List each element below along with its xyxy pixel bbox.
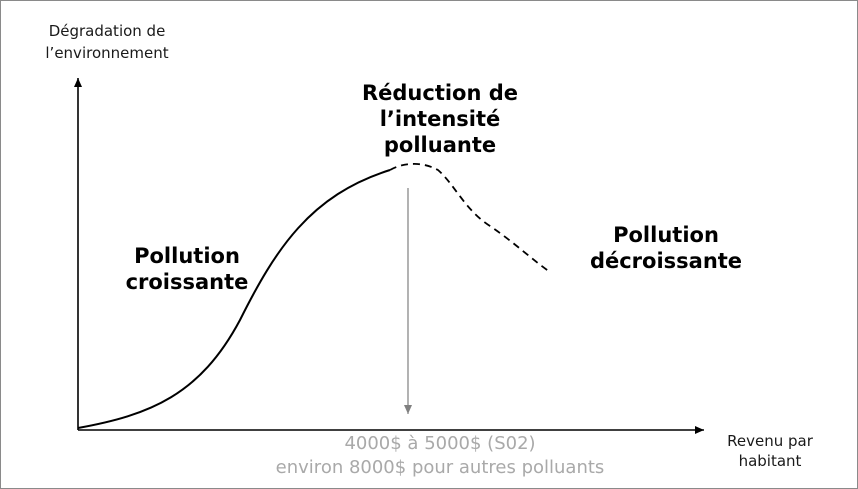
rising-label-line1: Pollution [134, 244, 240, 268]
threshold-line2: environ 8000$ pour autres polluants [275, 457, 605, 478]
falling-label-line1: Pollution [613, 223, 719, 247]
y-axis-label-line2: l’environnement [45, 44, 169, 62]
y-axis-label-line1: Dégradation de [48, 22, 166, 40]
falling-pollution-label: Pollution décroissante [548, 222, 784, 274]
curve-peak-falling-dashed [389, 163, 551, 273]
curve-rising-solid [77, 169, 391, 429]
falling-label-line2: décroissante [589, 249, 743, 273]
x-axis-label-line1: Revenu par [727, 432, 813, 450]
x-axis-label-line2: habitant [738, 452, 802, 470]
x-axis-label: Revenu par habitant [712, 431, 828, 471]
income-threshold-label: 4000$ à 5000$ (S02) environ 8000$ pour a… [200, 432, 680, 480]
peak-label-line2: l’intensité [379, 107, 501, 131]
peak-label: Réduction de l’intensité polluante [312, 80, 568, 158]
rising-pollution-label: Pollution croissante [92, 243, 282, 295]
y-axis-label: Dégradation de l’environnement [14, 20, 200, 64]
rising-label-line2: croissante [125, 270, 249, 294]
peak-label-line3: polluante [383, 133, 497, 157]
threshold-line1: 4000$ à 5000$ (S02) [344, 433, 536, 454]
peak-label-line1: Réduction de [361, 81, 519, 105]
